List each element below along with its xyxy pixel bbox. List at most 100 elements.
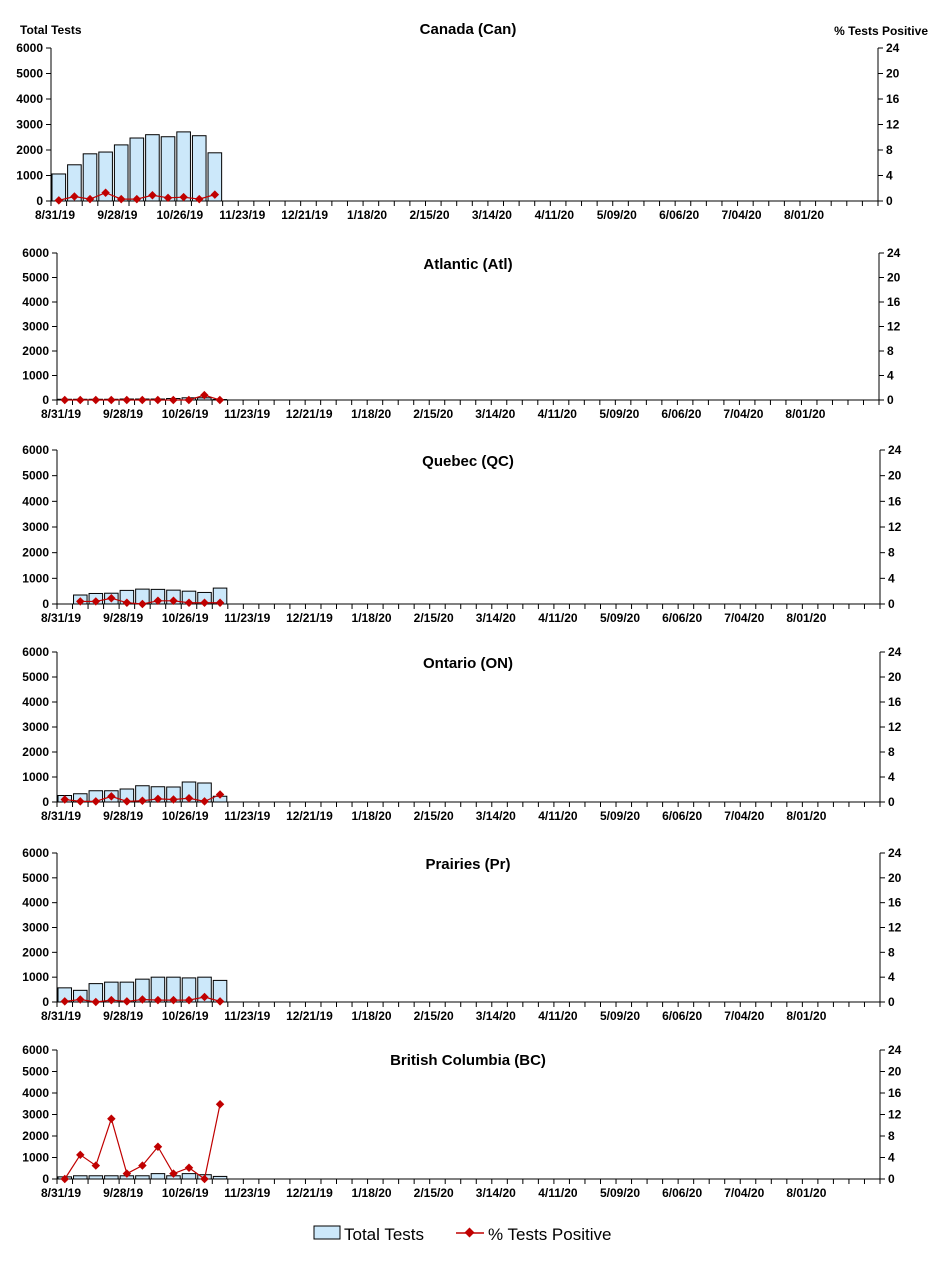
x-tick-label: 9/28/19 bbox=[103, 1186, 143, 1200]
x-tick-label: 2/15/20 bbox=[414, 809, 454, 823]
y-tick-label: 1000 bbox=[22, 770, 49, 784]
bar bbox=[213, 1176, 227, 1179]
chart-2: Quebec (QC)01000200030004000500060000481… bbox=[22, 443, 901, 625]
x-tick-label: 11/23/19 bbox=[224, 809, 270, 823]
y-tick-label: 0 bbox=[42, 995, 49, 1009]
y2-tick-label: 16 bbox=[888, 695, 902, 709]
y2-tick-label: 16 bbox=[888, 896, 902, 910]
x-tick-label: 7/04/20 bbox=[722, 208, 762, 222]
x-tick-label: 8/01/20 bbox=[786, 1186, 826, 1200]
y-tick-label: 2000 bbox=[22, 945, 49, 959]
x-tick-label: 3/14/20 bbox=[475, 407, 515, 421]
y-tick-label: 2000 bbox=[16, 143, 43, 157]
percent-point bbox=[216, 396, 224, 404]
x-tick-label: 10/26/19 bbox=[162, 611, 209, 625]
bar bbox=[130, 138, 144, 201]
x-tick-label: 12/21/19 bbox=[286, 1009, 333, 1023]
legend-bars-label: Total Tests bbox=[344, 1225, 424, 1244]
percent-point bbox=[61, 1175, 69, 1183]
y2-tick-label: 24 bbox=[888, 443, 902, 457]
y-tick-label: 1000 bbox=[22, 970, 49, 984]
y-right-label: % Tests Positive bbox=[834, 24, 928, 38]
x-tick-label: 1/18/20 bbox=[352, 1009, 392, 1023]
y-tick-label: 5000 bbox=[22, 469, 49, 483]
x-tick-label: 2/15/20 bbox=[409, 208, 449, 222]
percent-point bbox=[107, 1115, 115, 1123]
y-tick-label: 2000 bbox=[22, 1129, 49, 1143]
x-tick-label: 6/06/20 bbox=[661, 407, 701, 421]
y2-tick-label: 12 bbox=[886, 118, 900, 132]
percent-point bbox=[107, 396, 115, 404]
x-tick-label: 6/06/20 bbox=[662, 611, 702, 625]
x-tick-label: 8/31/19 bbox=[41, 809, 81, 823]
bar bbox=[105, 1176, 119, 1179]
x-tick-label: 6/06/20 bbox=[662, 809, 702, 823]
y2-tick-label: 4 bbox=[886, 169, 893, 183]
chart-title: Quebec (QC) bbox=[422, 453, 514, 470]
x-tick-label: 7/04/20 bbox=[724, 1009, 764, 1023]
chart-title: Ontario (ON) bbox=[423, 655, 513, 672]
x-tick-label: 7/04/20 bbox=[724, 1186, 764, 1200]
y2-tick-label: 12 bbox=[888, 1108, 902, 1122]
y-tick-label: 4000 bbox=[16, 92, 43, 106]
x-tick-label: 6/06/20 bbox=[662, 1186, 702, 1200]
chart-0: Canada (Can)0100020003000400050006000048… bbox=[16, 21, 899, 222]
x-tick-label: 12/21/19 bbox=[286, 809, 333, 823]
x-tick-label: 4/11/20 bbox=[538, 809, 578, 823]
x-tick-label: 2/15/20 bbox=[414, 1186, 454, 1200]
legend-line-label: % Tests Positive bbox=[488, 1225, 611, 1244]
x-tick-label: 8/31/19 bbox=[41, 611, 81, 625]
x-tick-label: 1/18/20 bbox=[347, 208, 387, 222]
x-tick-label: 8/01/20 bbox=[786, 611, 826, 625]
y2-tick-label: 4 bbox=[887, 369, 894, 383]
x-tick-label: 8/01/20 bbox=[785, 407, 825, 421]
x-tick-label: 8/01/20 bbox=[786, 809, 826, 823]
y2-tick-label: 4 bbox=[888, 571, 895, 585]
x-tick-label: 9/28/19 bbox=[103, 407, 143, 421]
x-tick-label: 2/15/20 bbox=[413, 407, 453, 421]
percent-point bbox=[123, 396, 131, 404]
y-tick-label: 5000 bbox=[22, 271, 49, 285]
y-tick-label: 4000 bbox=[22, 695, 49, 709]
y-tick-label: 5000 bbox=[22, 670, 49, 684]
y-tick-label: 3000 bbox=[22, 1108, 49, 1122]
bar bbox=[151, 1174, 165, 1179]
chart-5: British Columbia (BC)0100020003000400050… bbox=[22, 1043, 901, 1200]
y-tick-label: 1000 bbox=[16, 169, 43, 183]
x-tick-label: 12/21/19 bbox=[281, 208, 328, 222]
x-tick-label: 3/14/20 bbox=[476, 1186, 516, 1200]
x-tick-label: 1/18/20 bbox=[352, 611, 392, 625]
y2-tick-label: 8 bbox=[888, 745, 895, 759]
y2-tick-label: 12 bbox=[888, 520, 902, 534]
x-tick-label: 8/31/19 bbox=[41, 407, 81, 421]
x-tick-label: 1/18/20 bbox=[352, 1186, 392, 1200]
y-tick-label: 6000 bbox=[22, 846, 49, 860]
x-tick-label: 6/06/20 bbox=[662, 1009, 702, 1023]
bar bbox=[89, 1176, 103, 1179]
x-tick-label: 8/01/20 bbox=[784, 208, 824, 222]
x-tick-label: 5/09/20 bbox=[597, 208, 637, 222]
y-tick-label: 4000 bbox=[22, 1086, 49, 1100]
x-tick-label: 4/11/20 bbox=[538, 611, 578, 625]
y-tick-label: 3000 bbox=[16, 118, 43, 132]
x-tick-label: 5/09/20 bbox=[600, 809, 640, 823]
y2-tick-label: 24 bbox=[888, 1043, 902, 1057]
chart-title: Prairies (Pr) bbox=[425, 856, 510, 873]
y2-tick-label: 20 bbox=[888, 670, 902, 684]
percent-point bbox=[185, 396, 193, 404]
x-tick-label: 12/21/19 bbox=[286, 611, 333, 625]
y-tick-label: 2000 bbox=[22, 745, 49, 759]
bar bbox=[182, 1174, 196, 1179]
y-tick-label: 0 bbox=[36, 194, 43, 208]
percent-point bbox=[76, 396, 84, 404]
bar bbox=[83, 154, 97, 201]
y2-tick-label: 20 bbox=[888, 871, 902, 885]
y-tick-label: 6000 bbox=[22, 645, 49, 659]
y2-tick-label: 16 bbox=[888, 1086, 902, 1100]
y2-tick-label: 16 bbox=[888, 494, 902, 508]
y-tick-label: 1000 bbox=[22, 1151, 49, 1165]
percent-point bbox=[92, 396, 100, 404]
y-tick-label: 6000 bbox=[16, 41, 43, 55]
legend: Total Tests % Tests Positive bbox=[314, 1225, 611, 1244]
